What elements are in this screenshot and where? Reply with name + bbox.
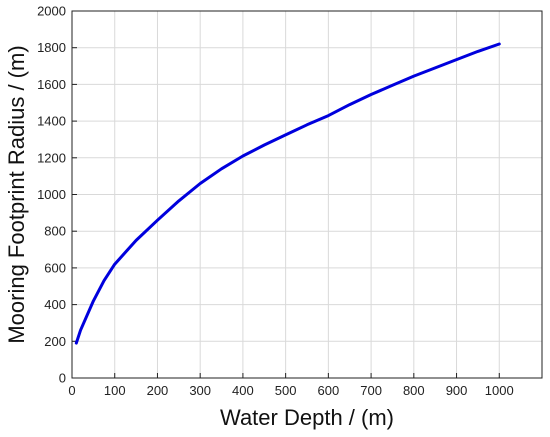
y-tick-label: 2000: [37, 4, 66, 19]
y-tick-label: 1400: [37, 114, 66, 129]
y-tick-label: 1200: [37, 150, 66, 165]
axis-ticks: 0 100 200 300 400 500 600 700 800 900 1000 0 200 400 6…: [37, 4, 514, 399]
x-tick-label: 0: [68, 383, 75, 398]
x-axis-title: Water Depth / (m): [220, 405, 394, 430]
y-axis-title: Mooring Footprint Radius / (m): [4, 45, 29, 343]
y-tick-label: 600: [44, 260, 66, 275]
x-tick-label: 800: [403, 383, 425, 398]
x-tick-label: 300: [189, 383, 211, 398]
x-tick-label: 700: [360, 383, 382, 398]
y-tick-label: 1600: [37, 77, 66, 92]
grid-lines: [71, 10, 543, 379]
series-line: [74, 42, 501, 345]
y-tick-label: 1800: [37, 40, 66, 55]
x-tick-label: 600: [318, 383, 340, 398]
x-tick-label: 1000: [485, 383, 514, 398]
x-tick-label: 900: [446, 383, 468, 398]
y-tick-label: 800: [44, 224, 66, 239]
y-tick-label: 200: [44, 334, 66, 349]
x-tick-label: 500: [275, 383, 297, 398]
y-tick-label: 1000: [37, 187, 66, 202]
x-tick-label: 400: [232, 383, 254, 398]
x-tick-label: 200: [147, 383, 169, 398]
y-tick-label: 400: [44, 297, 66, 312]
y-tick-label: 0: [59, 371, 66, 386]
x-tick-label: 100: [104, 383, 126, 398]
series-group: [74, 42, 501, 345]
